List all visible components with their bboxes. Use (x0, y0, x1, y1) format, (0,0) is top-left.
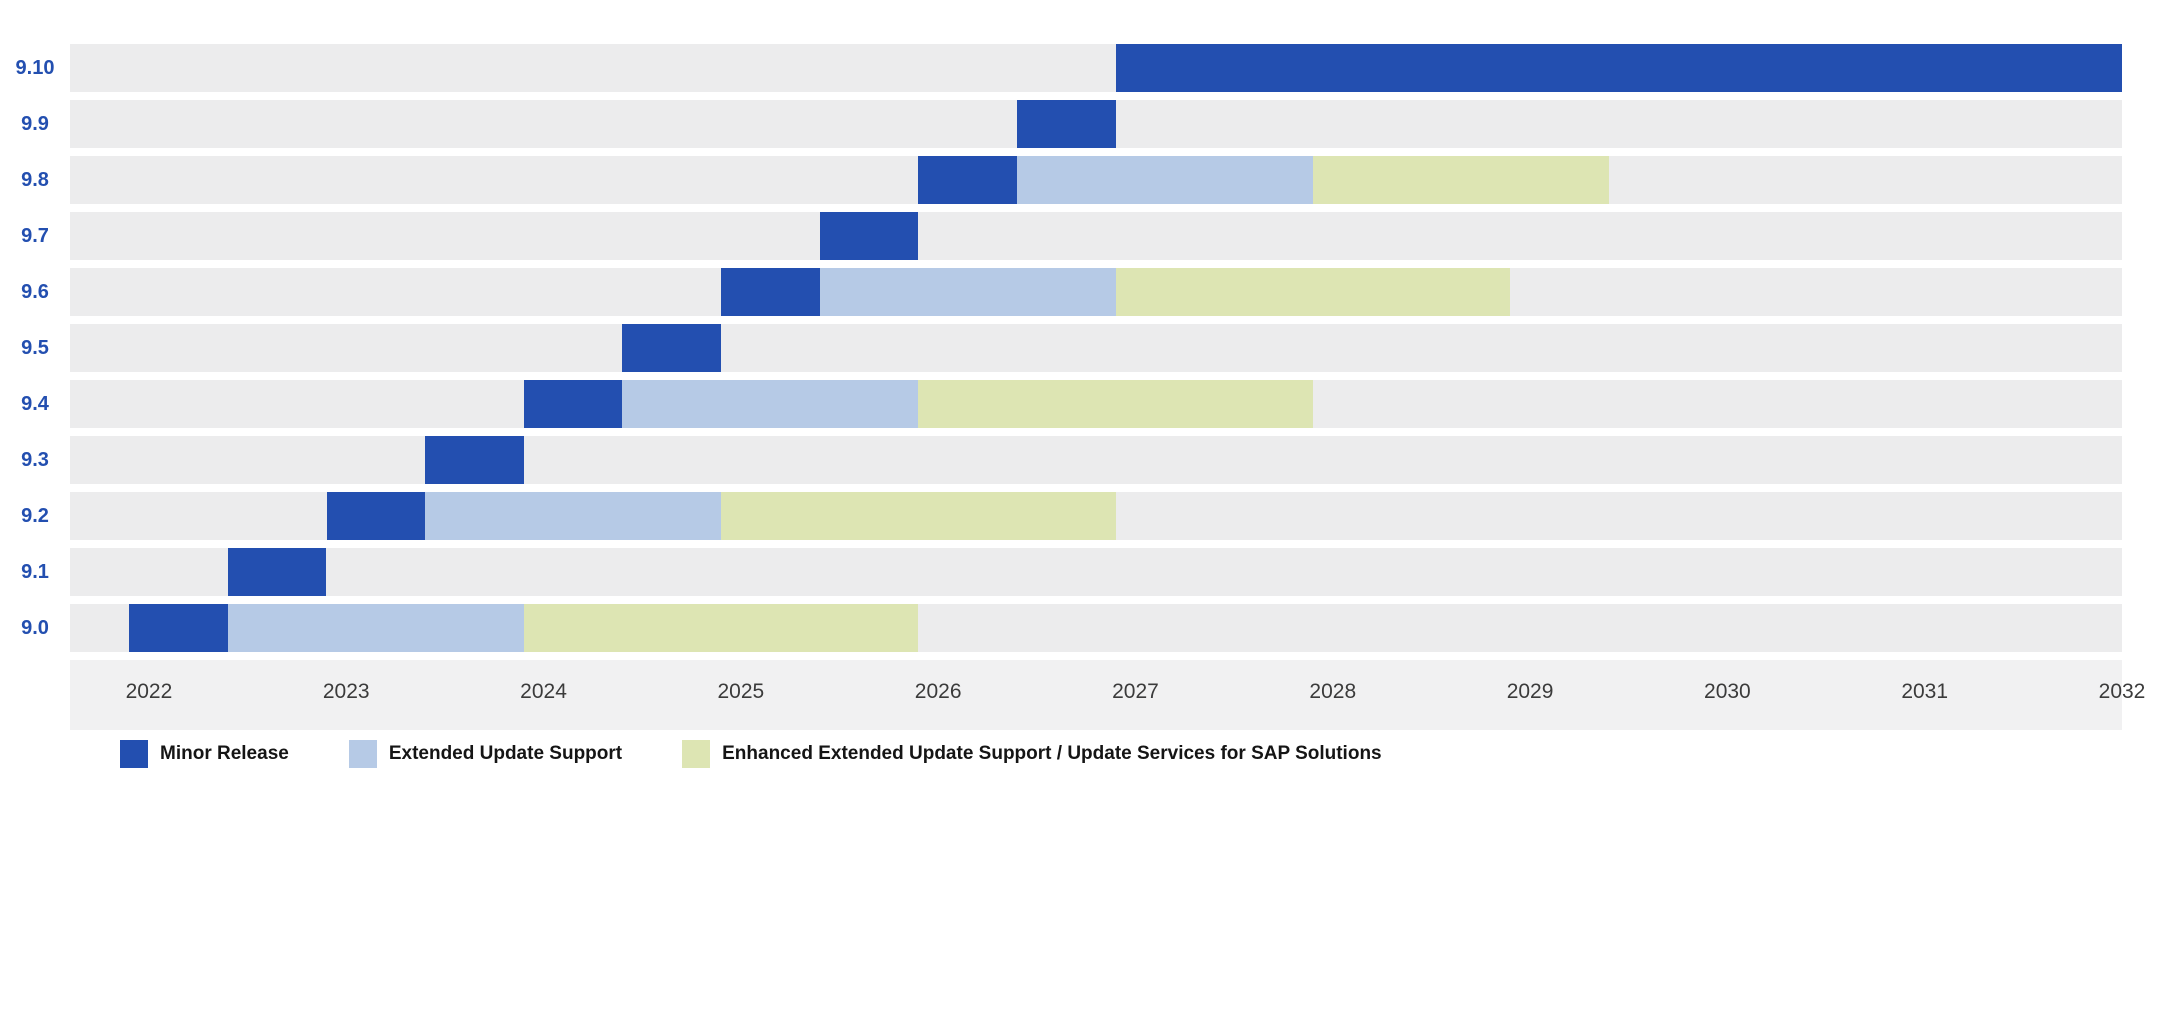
x-axis-tick-label: 2027 (1112, 680, 1159, 704)
legend-label: Minor Release (160, 743, 289, 765)
gantt-segment-minor (721, 268, 820, 316)
gantt-row-track (70, 268, 2122, 316)
gantt-row-track (70, 44, 2122, 92)
legend-label: Extended Update Support (389, 743, 622, 765)
x-axis-tick-label: 2031 (1901, 680, 1948, 704)
gantt-segment-minor (918, 156, 1017, 204)
legend-swatch-eeus (682, 740, 710, 768)
row-label: 9.7 (0, 212, 70, 260)
row-label: 9.4 (0, 380, 70, 428)
gantt-row-track (70, 156, 2122, 204)
legend-item-eus: Extended Update Support (349, 740, 622, 768)
row-label: 9.8 (0, 156, 70, 204)
chart-plot-area: 9.10 9.9 9.8 9.7 9.6 9.5 9.4 9.3 9.2 9.1 9.0 (0, 0, 2162, 652)
x-axis-tick-label: 2032 (2099, 680, 2146, 704)
gantt-segment-eeus (524, 604, 919, 652)
row-label: 9.0 (0, 604, 70, 652)
gantt-row-track (70, 212, 2122, 260)
gantt-row: 9.6 (0, 268, 2162, 316)
legend: Minor Release Extended Update Support Enha… (0, 730, 2162, 778)
gantt-segment-eeus (1313, 156, 1609, 204)
gantt-segment-eus (820, 268, 1116, 316)
legend-item-eeus: Enhanced Extended Update Support / Updat… (682, 740, 1382, 768)
gantt-row-track (70, 492, 2122, 540)
gantt-row-track (70, 100, 2122, 148)
gantt-row: 9.5 (0, 324, 2162, 372)
gantt-segment-minor (622, 324, 721, 372)
gantt-segment-minor (1116, 44, 2122, 92)
gantt-row: 9.4 (0, 380, 2162, 428)
legend-swatch-minor (120, 740, 148, 768)
row-label: 9.9 (0, 100, 70, 148)
row-label: 9.10 (0, 44, 70, 92)
gantt-segment-eus (425, 492, 721, 540)
gantt-row: 9.1 (0, 548, 2162, 596)
x-axis-tick-label: 2028 (1309, 680, 1356, 704)
gantt-row-bg (70, 324, 2122, 372)
gantt-segment-minor (524, 380, 623, 428)
x-axis-tick-label: 2025 (717, 680, 764, 704)
gantt-segment-minor (228, 548, 327, 596)
gantt-row: 9.10 (0, 44, 2162, 92)
gantt-segment-eus (622, 380, 918, 428)
gantt-row-track (70, 324, 2122, 372)
gantt-row-track (70, 548, 2122, 596)
gantt-row: 9.7 (0, 212, 2162, 260)
gantt-row: 9.3 (0, 436, 2162, 484)
gantt-segment-eeus (721, 492, 1116, 540)
gantt-chart: 9.109.99.89.79.69.59.49.39.29.19.0 20222… (0, 0, 2162, 778)
gantt-row-bg (70, 212, 2122, 260)
x-axis: 2022 2023 2024 2025 2026 2027 2028 2029 2030 2031… (0, 660, 2162, 730)
legend-item-minor: Minor Release (120, 740, 289, 768)
gantt-row: 9.9 (0, 100, 2162, 148)
row-label: 9.1 (0, 548, 70, 596)
gantt-segment-minor (129, 604, 228, 652)
x-axis-tick-label: 2029 (1507, 680, 1554, 704)
x-axis-tick-label: 2024 (520, 680, 567, 704)
gantt-segment-minor (327, 492, 426, 540)
gantt-segment-eeus (918, 380, 1313, 428)
gantt-segment-minor (820, 212, 919, 260)
x-axis-tick-label: 2022 (126, 680, 173, 704)
gantt-row-track (70, 604, 2122, 652)
gantt-segment-minor (425, 436, 524, 484)
gantt-row-bg (70, 548, 2122, 596)
legend-label: Enhanced Extended Update Support / Updat… (722, 743, 1382, 765)
x-axis-tick-label: 2023 (323, 680, 370, 704)
gantt-row: 9.2 (0, 492, 2162, 540)
row-label: 9.3 (0, 436, 70, 484)
gantt-row-track (70, 436, 2122, 484)
legend-swatch-eus (349, 740, 377, 768)
gantt-row-bg (70, 436, 2122, 484)
gantt-row: 9.8 (0, 156, 2162, 204)
gantt-segment-eus (1017, 156, 1313, 204)
gantt-segment-eus (228, 604, 524, 652)
row-label: 9.2 (0, 492, 70, 540)
gantt-segment-eeus (1116, 268, 1511, 316)
x-axis-tick-label: 2026 (915, 680, 962, 704)
gantt-row: 9.0 (0, 604, 2162, 652)
x-axis-background (70, 660, 2122, 730)
gantt-segment-minor (1017, 100, 1116, 148)
row-label: 9.5 (0, 324, 70, 372)
row-label: 9.6 (0, 268, 70, 316)
gantt-row-track (70, 380, 2122, 428)
x-axis-tick-label: 2030 (1704, 680, 1751, 704)
